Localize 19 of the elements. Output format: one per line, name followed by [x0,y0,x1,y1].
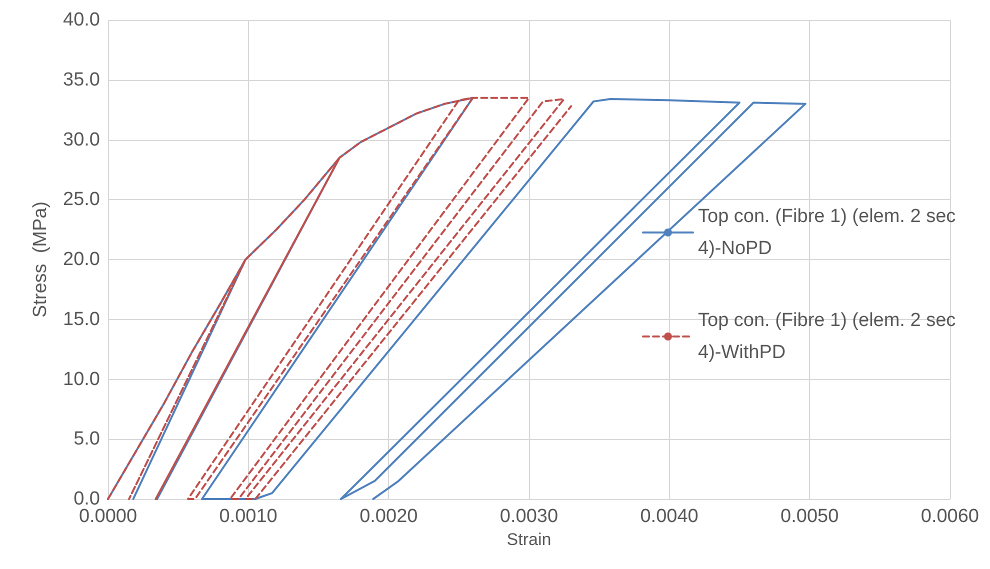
x-tick-label: 0.0040 [640,506,698,527]
y-tick-label: 35.0 [63,69,100,90]
x-tick-label: 0.0060 [920,506,980,527]
x-tick-label: 0.0010 [219,506,278,527]
y-tick-label: 20.0 [63,249,100,270]
y-tick-label: 30.0 [63,129,100,150]
y-tick-label: 40.0 [63,10,100,30]
line-series [107,96,572,500]
y-axis-title: Stress (MPa) [30,201,51,318]
y-tick-label: 10.0 [63,368,100,390]
y-tick-label: 25.0 [63,189,100,210]
y-tick-label: 5.0 [74,428,100,450]
legend-label: Top con. (Fibre 1) (elem. 2 sec 4)-WithPD [698,310,961,363]
legend-label: Top con. (Fibre 1) (elem. 2 sec 4)-NoPD [698,206,961,259]
x-tick-label: 0.0030 [500,506,558,527]
x-axis-title: Strain [506,530,552,549]
x-tick-label: 0.0020 [360,506,418,527]
x-tick-label: 0.0050 [780,506,839,527]
y-tick-label: 15.0 [63,308,100,330]
